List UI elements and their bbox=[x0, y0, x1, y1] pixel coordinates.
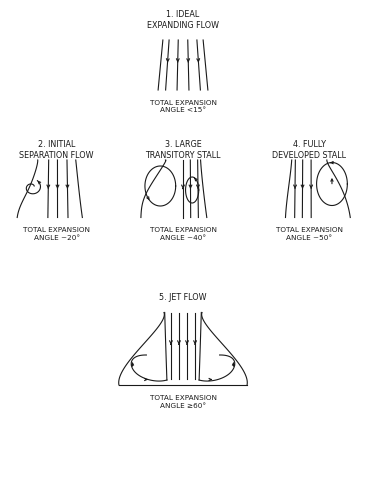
Text: TOTAL EXPANSION
ANGLE ~50°: TOTAL EXPANSION ANGLE ~50° bbox=[276, 228, 343, 241]
Text: TOTAL EXPANSION
ANGLE ≥60°: TOTAL EXPANSION ANGLE ≥60° bbox=[149, 395, 217, 408]
Text: 4. FULLY
DEVELOPED STALL: 4. FULLY DEVELOPED STALL bbox=[272, 140, 346, 160]
Text: 1. IDEAL
EXPANDING FLOW: 1. IDEAL EXPANDING FLOW bbox=[147, 10, 219, 30]
Text: TOTAL EXPANSION
ANGLE <15°: TOTAL EXPANSION ANGLE <15° bbox=[149, 100, 217, 114]
Text: 2. INITIAL
SEPARATION FLOW: 2. INITIAL SEPARATION FLOW bbox=[19, 140, 94, 160]
Text: 3. LARGE
TRANSITORY STALL: 3. LARGE TRANSITORY STALL bbox=[145, 140, 221, 160]
Text: TOTAL EXPANSION
ANGLE ~20°: TOTAL EXPANSION ANGLE ~20° bbox=[23, 228, 90, 241]
Text: TOTAL EXPANSION
ANGLE ~40°: TOTAL EXPANSION ANGLE ~40° bbox=[149, 228, 217, 241]
Text: 5. JET FLOW: 5. JET FLOW bbox=[159, 292, 207, 302]
